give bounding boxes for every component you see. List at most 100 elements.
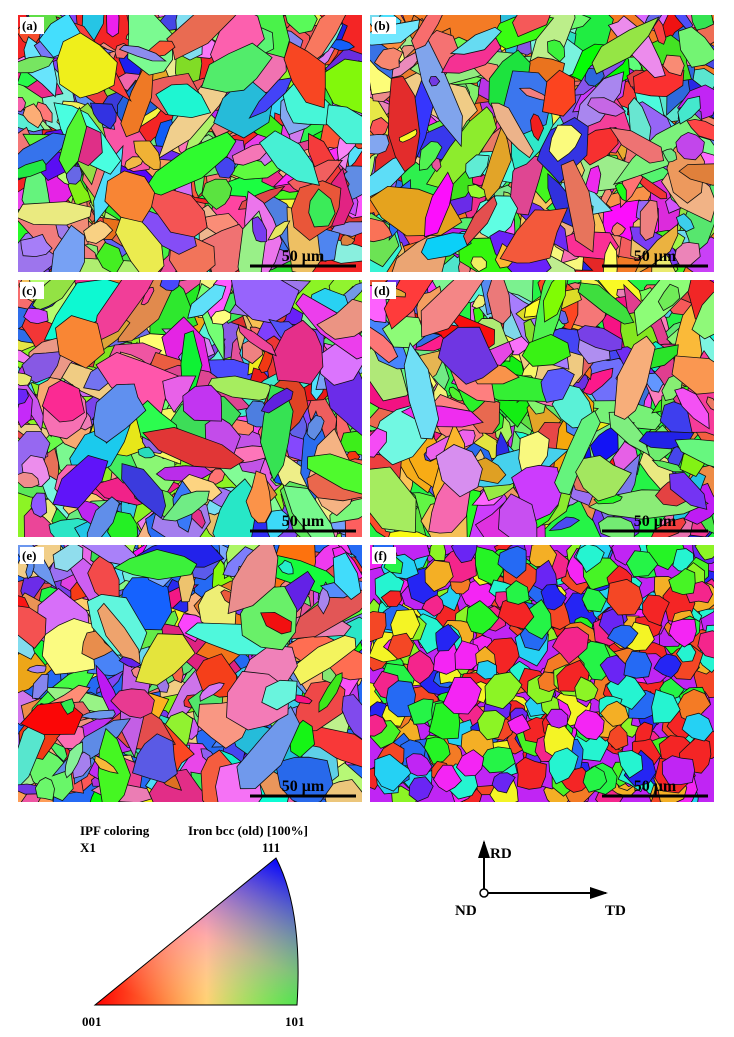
grain xyxy=(697,630,714,659)
grain xyxy=(30,492,48,518)
grain xyxy=(303,15,347,69)
grain xyxy=(674,241,701,267)
grain xyxy=(575,545,605,573)
grain xyxy=(551,626,590,665)
grain xyxy=(542,69,576,117)
panel-label-bg xyxy=(20,282,44,299)
grain xyxy=(50,224,85,272)
grain xyxy=(58,106,88,175)
grain xyxy=(162,375,197,414)
grain xyxy=(118,656,143,668)
grain xyxy=(155,83,212,119)
grain xyxy=(668,618,697,648)
grain xyxy=(606,624,639,649)
grain xyxy=(261,679,298,711)
grain xyxy=(18,372,32,387)
grain xyxy=(686,118,714,142)
grain xyxy=(674,387,710,430)
grain xyxy=(370,134,390,155)
grain xyxy=(341,694,362,740)
grain xyxy=(681,712,714,742)
grain xyxy=(41,379,85,423)
grain xyxy=(577,282,635,325)
grain xyxy=(486,280,512,325)
grain xyxy=(380,590,403,607)
grain xyxy=(466,600,500,635)
grain xyxy=(251,216,267,243)
grain xyxy=(435,444,483,498)
grain xyxy=(166,15,237,61)
grain xyxy=(95,242,124,272)
grain xyxy=(582,765,608,793)
grain xyxy=(124,156,144,171)
grain xyxy=(18,388,29,405)
grain xyxy=(530,113,545,142)
grain xyxy=(634,721,654,742)
grain xyxy=(306,453,362,495)
grain xyxy=(83,220,114,244)
grain xyxy=(424,171,454,238)
ebsd-map: 50 μm (f) xyxy=(370,545,714,802)
ebsd-map: 50 μm (a) xyxy=(18,15,362,272)
grain xyxy=(373,47,404,71)
grain xyxy=(133,140,161,171)
grain xyxy=(548,747,579,785)
panel-label: (f) xyxy=(374,548,387,563)
grain xyxy=(277,559,294,575)
grain xyxy=(691,15,714,31)
grain xyxy=(653,653,682,679)
grain xyxy=(705,396,714,411)
grain xyxy=(258,349,274,374)
grain xyxy=(332,552,362,601)
panel-label-bg xyxy=(20,17,44,34)
grain xyxy=(507,713,531,735)
grain xyxy=(433,764,463,793)
grain xyxy=(113,549,198,581)
grain xyxy=(642,594,670,627)
grain xyxy=(267,220,291,241)
grain xyxy=(635,223,679,272)
grain xyxy=(95,351,179,414)
grain xyxy=(521,333,571,367)
ebsd-map: 50 μm (c) xyxy=(18,280,362,537)
grain xyxy=(22,103,44,129)
grain xyxy=(285,15,318,34)
grain xyxy=(691,291,714,340)
grain xyxy=(55,315,105,369)
grain xyxy=(91,280,154,345)
grain xyxy=(318,672,343,713)
grain xyxy=(614,182,627,202)
grain xyxy=(227,545,279,615)
grain xyxy=(661,755,696,786)
grain xyxy=(625,550,659,578)
vertex-101: 101 xyxy=(285,1014,305,1029)
grain xyxy=(97,727,131,802)
grain xyxy=(370,117,390,139)
grain xyxy=(587,97,627,117)
grain xyxy=(465,154,490,179)
grain xyxy=(463,195,498,246)
grain xyxy=(651,689,681,724)
grain xyxy=(623,650,653,679)
nd-symbol xyxy=(479,888,489,898)
grain xyxy=(388,529,431,537)
grain xyxy=(518,599,552,640)
grain xyxy=(542,280,567,323)
grain xyxy=(560,159,596,253)
grain xyxy=(591,16,660,75)
grain xyxy=(599,700,630,727)
grain xyxy=(411,15,443,51)
grain xyxy=(370,713,388,737)
grain xyxy=(450,545,478,564)
panel-label: (d) xyxy=(374,283,390,298)
grain xyxy=(540,583,567,611)
grain xyxy=(499,207,569,264)
grain xyxy=(407,698,434,725)
grain xyxy=(454,640,484,670)
grain xyxy=(94,754,119,774)
grain xyxy=(177,473,223,502)
grain xyxy=(398,128,418,143)
grain xyxy=(118,44,167,62)
grain xyxy=(548,516,581,531)
